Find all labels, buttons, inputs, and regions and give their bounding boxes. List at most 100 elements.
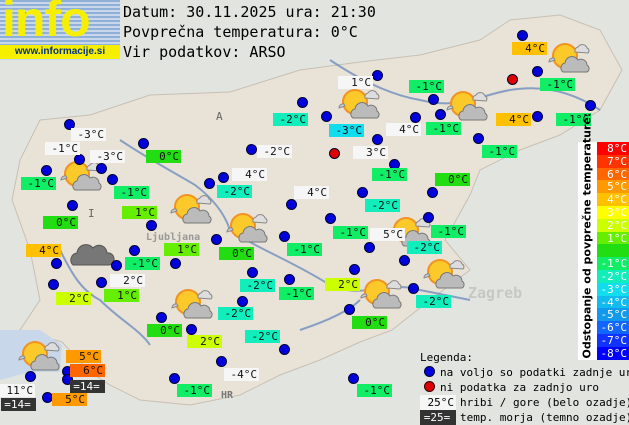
temperature-label: 2°C <box>56 292 91 305</box>
station-dot[interactable] <box>218 172 229 183</box>
station-dot[interactable] <box>408 283 419 294</box>
logo[interactable]: info www.informacije.si <box>0 0 120 60</box>
station-dot[interactable] <box>25 371 36 382</box>
scale-step: 3°C <box>597 206 629 219</box>
station-dot[interactable] <box>62 374 73 385</box>
temperature-label: 0°C <box>146 150 181 163</box>
temperature-label: 4°C <box>496 113 531 126</box>
temperature-label: -1°C <box>372 168 407 181</box>
blue-dot-icon <box>424 366 435 377</box>
station-dot[interactable] <box>74 154 85 165</box>
station-dot[interactable] <box>349 264 360 275</box>
station-dot[interactable] <box>204 178 215 189</box>
temperature-label: -2°C <box>240 279 275 292</box>
temperature-label: 0°C <box>352 316 387 329</box>
partly-cloudy-icon <box>548 43 590 73</box>
station-dot[interactable] <box>372 134 383 145</box>
station-dot[interactable] <box>169 373 180 384</box>
station-dot[interactable] <box>146 220 157 231</box>
station-dot[interactable] <box>325 213 336 224</box>
station-dot[interactable] <box>517 30 528 41</box>
station-dot[interactable] <box>410 112 421 123</box>
label-ljubljana: Ljubljana <box>146 231 200 243</box>
deviation-scale: Odstopanje od povprečne temperature: 8°C… <box>578 113 629 360</box>
station-dot[interactable] <box>348 373 359 384</box>
station-dot[interactable] <box>473 133 484 144</box>
station-dot[interactable] <box>279 231 290 242</box>
temperature-label: 11°C <box>0 384 35 397</box>
station-dot[interactable] <box>246 144 257 155</box>
station-dot[interactable] <box>532 66 543 77</box>
temperature-label: -3°C <box>90 150 125 163</box>
station-dot[interactable] <box>156 312 167 323</box>
temperature-label: -1°C <box>114 186 149 199</box>
temperature-label: -4°C <box>224 368 259 381</box>
station-dot-missing[interactable] <box>329 148 340 159</box>
temperature-label: -1°C <box>287 243 322 256</box>
station-dot[interactable] <box>211 234 222 245</box>
partly-cloudy-icon <box>446 91 488 121</box>
station-dot[interactable] <box>216 356 227 367</box>
station-dot[interactable] <box>170 258 181 269</box>
temperature-label: 6°C <box>70 364 105 377</box>
legend-available: na voljo so podatki zadnje ure <box>420 365 629 380</box>
temperature-label: 2°C <box>187 335 222 348</box>
temperature-label: -1°C <box>279 287 314 300</box>
partly-cloudy-icon <box>226 213 268 243</box>
scale-step: 6°C <box>597 167 629 180</box>
station-dot[interactable] <box>364 242 375 253</box>
station-dot[interactable] <box>321 111 332 122</box>
station-dot[interactable] <box>284 274 295 285</box>
station-dot[interactable] <box>186 324 197 335</box>
station-dot[interactable] <box>237 296 248 307</box>
temperature-label: -1°C <box>556 113 591 126</box>
label-zagreb: Zagreb <box>468 284 522 302</box>
scale-step: -3°C <box>597 282 629 296</box>
station-dot[interactable] <box>67 200 78 211</box>
temperature-label: 4°C <box>26 244 61 257</box>
station-dot[interactable] <box>107 174 118 185</box>
temperature-label: =14= <box>1 398 36 411</box>
scale-step: 1°C <box>597 231 629 244</box>
temperature-label: 4°C <box>512 42 547 55</box>
temperature-label: -2°C <box>416 295 451 308</box>
station-dot[interactable] <box>399 255 410 266</box>
scale-step: -4°C <box>597 295 629 308</box>
station-dot[interactable] <box>64 119 75 130</box>
station-dot[interactable] <box>297 97 308 108</box>
river-krka <box>299 299 361 331</box>
legend-available-text: na voljo so podatki zadnje ure <box>440 366 629 379</box>
station-dot[interactable] <box>247 267 258 278</box>
station-dot[interactable] <box>344 304 355 315</box>
station-dot[interactable] <box>41 165 52 176</box>
station-dot[interactable] <box>423 212 434 223</box>
station-dot[interactable] <box>428 94 439 105</box>
scale-step: 7°C <box>597 154 629 168</box>
scale-step: 5°C <box>597 180 629 193</box>
station-dot[interactable] <box>279 344 290 355</box>
station-dot[interactable] <box>357 187 368 198</box>
station-dot[interactable] <box>435 109 446 120</box>
station-dot[interactable] <box>286 199 297 210</box>
scale-step: -1°C <box>597 257 629 270</box>
temperature-label: 3°C <box>353 146 388 159</box>
station-dot[interactable] <box>96 277 107 288</box>
station-dot[interactable] <box>138 138 149 149</box>
temperature-label: 2°C <box>325 278 360 291</box>
station-dot[interactable] <box>111 260 122 271</box>
station-dot[interactable] <box>532 111 543 122</box>
station-dot[interactable] <box>585 100 596 111</box>
station-dot[interactable] <box>48 279 59 290</box>
station-dot[interactable] <box>96 163 107 174</box>
station-dot-missing[interactable] <box>507 74 518 85</box>
station-dot[interactable] <box>51 258 62 269</box>
logo-url[interactable]: www.informacije.si <box>0 45 120 59</box>
temperature-label: -1°C <box>125 257 160 270</box>
average-temperature: Povprečna temperatura: 0°C <box>123 23 358 41</box>
station-dot[interactable] <box>372 70 383 81</box>
station-dot[interactable] <box>427 187 438 198</box>
temperature-label: -1°C <box>482 145 517 158</box>
temperature-label: -2°C <box>257 145 292 158</box>
temperature-label: -1°C <box>426 122 461 135</box>
station-dot[interactable] <box>129 245 140 256</box>
